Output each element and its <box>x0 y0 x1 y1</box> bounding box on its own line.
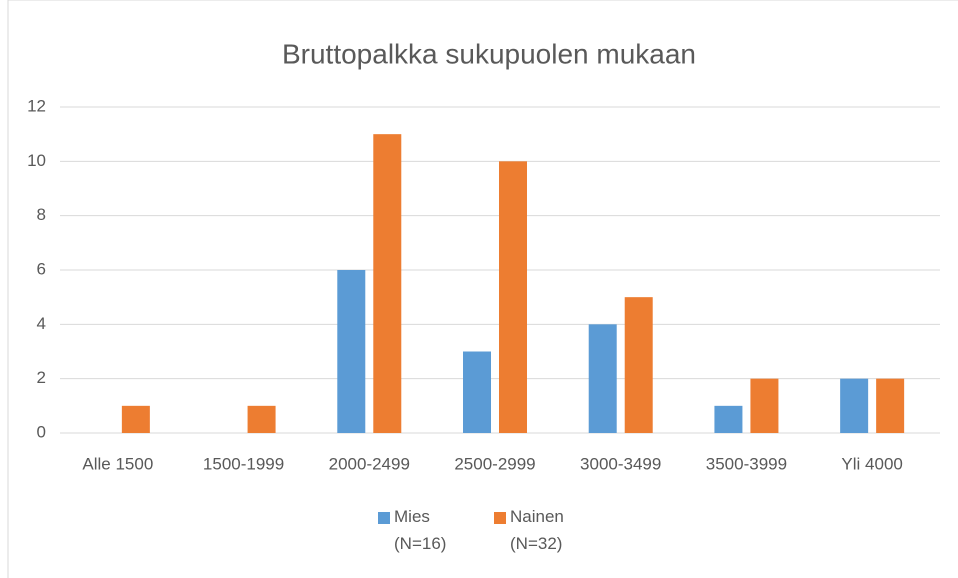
legend-swatch <box>494 512 506 524</box>
x-tick-label: Alle 1500 <box>82 454 153 473</box>
legend-label: Mies (N=16) <box>394 507 447 553</box>
legend-item: Mies (N=16) <box>378 507 464 557</box>
bar <box>714 405 743 433</box>
bar <box>463 351 491 433</box>
chart-title: Bruttopalkka sukupuolen mukaan <box>282 38 696 69</box>
bar <box>588 324 617 433</box>
x-tick-label: 1500-1999 <box>203 454 284 473</box>
bar <box>840 378 869 433</box>
legend-swatch <box>378 512 390 524</box>
x-tick-label: 2500-2999 <box>454 454 535 473</box>
legend: Mies (N=16) Nainen (N=32) <box>0 507 958 557</box>
y-tick-label: 2 <box>37 368 46 387</box>
bar <box>624 297 653 433</box>
bar <box>337 270 366 433</box>
bar <box>499 161 527 434</box>
x-tick-label: 2000-2499 <box>329 454 410 473</box>
legend-label: Nainen (N=32) <box>510 507 564 553</box>
x-tick-label: Yli 4000 <box>841 454 902 473</box>
y-tick-label: 12 <box>27 96 46 115</box>
y-tick-label: 0 <box>37 422 46 441</box>
y-tick-label: 4 <box>37 314 46 333</box>
y-tick-label: 8 <box>37 205 46 224</box>
bar <box>750 378 779 433</box>
bar <box>247 405 276 433</box>
bar <box>876 378 905 433</box>
legend-item: Nainen (N=32) <box>494 507 580 557</box>
bar <box>121 405 150 433</box>
x-tick-label: 3000-3499 <box>580 454 661 473</box>
y-tick-label: 6 <box>37 259 46 278</box>
chart-border <box>7 0 958 578</box>
bar <box>373 134 402 433</box>
x-tick-label: 3500-3999 <box>706 454 787 473</box>
y-tick-label: 10 <box>27 151 46 170</box>
